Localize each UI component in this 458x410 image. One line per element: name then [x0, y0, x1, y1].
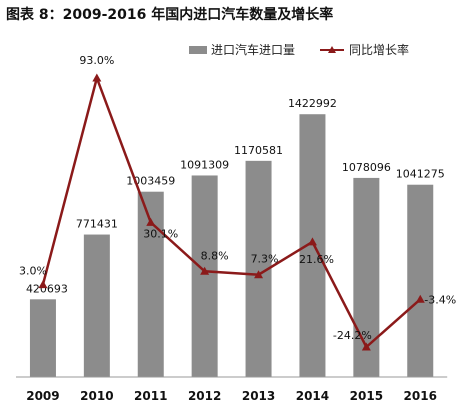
- bar-2009: [29, 299, 56, 377]
- growth-line-series: 3.0% 93.0% 30.1% 8.8% 7.3% 21.6% -24.2% -3.4%: [19, 54, 456, 351]
- bar-label-2016: 1041275: [396, 168, 445, 181]
- bar-2010: [83, 234, 110, 377]
- bar-2014: [299, 114, 326, 377]
- bar-label-2009: 420693: [26, 282, 68, 295]
- x-tick-2014: 2014: [296, 389, 329, 403]
- growth-point-2016: [415, 294, 425, 303]
- bar-label-2013: 1170581: [234, 144, 283, 157]
- legend-label-bar: 进口汽车进口量: [211, 42, 295, 57]
- growth-point-2010: [92, 73, 102, 82]
- legend-swatch-bar: [189, 46, 207, 54]
- x-tick-2011: 2011: [134, 389, 167, 403]
- growth-label-2010: 93.0%: [79, 54, 114, 67]
- x-axis: 2009 2010 2011 2012 2013 2014 2015 2016: [16, 376, 448, 403]
- growth-label-2012: 8.8%: [201, 249, 229, 262]
- x-tick-2016: 2016: [404, 389, 437, 403]
- growth-line: [41, 73, 422, 350]
- bar-2012: [191, 175, 218, 377]
- x-tick-2012: 2012: [188, 389, 221, 403]
- bar-series: [29, 114, 434, 377]
- bar-2016: [407, 184, 434, 377]
- growth-point-2011: [146, 217, 156, 226]
- legend-swatch-marker: [328, 46, 336, 53]
- x-tick-2015: 2015: [350, 389, 383, 403]
- growth-label-2014: 21.6%: [299, 253, 334, 266]
- x-tick-2013: 2013: [242, 389, 275, 403]
- x-tick-2010: 2010: [80, 389, 113, 403]
- legend-label-line: 同比增长率: [349, 42, 409, 57]
- x-tick-2009: 2009: [26, 389, 59, 403]
- growth-label-2013: 7.3%: [251, 253, 279, 266]
- growth-point-2013: [254, 270, 264, 279]
- bar-label-2015: 1078096: [342, 161, 391, 174]
- bar-label-2012: 1091309: [180, 158, 229, 171]
- chart-title: 图表 8：2009-2016 年国内进口汽车数量及增长率: [6, 7, 334, 23]
- bar-label-2010: 771431: [76, 218, 118, 231]
- growth-point-2009: [38, 280, 48, 289]
- bar-value-labels: 420693 771431 1003459 1091309 1170581 1422992…: [26, 97, 445, 295]
- growth-label-2015: -24.2%: [333, 329, 372, 342]
- growth-point-2012: [200, 266, 210, 275]
- growth-label-2009: 3.0%: [19, 265, 47, 278]
- growth-point-2014: [307, 237, 317, 246]
- bar-label-2014: 1422992: [288, 97, 337, 110]
- legend: 进口汽车进口量 同比增长率: [189, 42, 409, 57]
- growth-label-2016: -3.4%: [424, 293, 456, 306]
- bar-label-2011: 1003459: [126, 175, 175, 188]
- growth-label-2011: 30.1%: [143, 227, 178, 240]
- growth-point-2015: [361, 342, 371, 351]
